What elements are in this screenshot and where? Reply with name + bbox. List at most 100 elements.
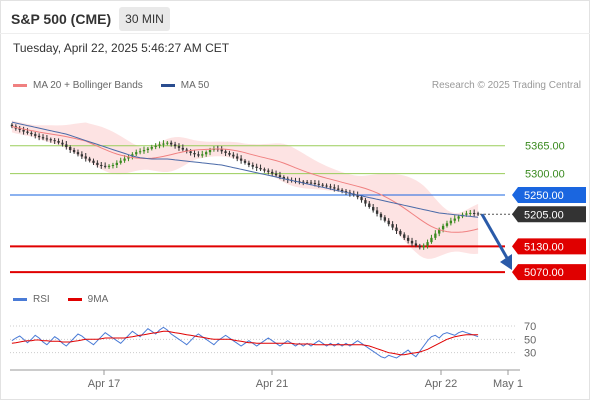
candle-body-83 (333, 187, 336, 189)
candle-body-40 (166, 142, 169, 144)
candle-body-41 (170, 142, 173, 145)
candle-body-105 (418, 245, 421, 248)
level-tag-5250.00 (512, 187, 586, 203)
candle-body-62 (251, 165, 254, 167)
legend-swatch-9ma (67, 298, 82, 301)
candle-body-94 (375, 210, 379, 214)
candle-body-19 (84, 156, 87, 159)
candle-body-65 (263, 169, 266, 171)
candle-body-90 (360, 197, 363, 201)
candle-body-48 (197, 154, 200, 156)
level-label-5365.00: 5365.00 (525, 141, 565, 153)
level-text-5365.00: 5365.00 (525, 141, 565, 153)
candle-body-16 (72, 150, 76, 153)
candle-body-60 (243, 160, 247, 163)
level-label-5070.00: 5070.00 (512, 264, 586, 281)
candle-body-95 (379, 213, 383, 218)
candle-body-6 (34, 134, 37, 136)
candle-body-77 (309, 182, 313, 184)
candle-body-111 (441, 225, 445, 230)
candle-body-82 (329, 186, 332, 188)
rsi-tick-70: 70 (524, 321, 536, 333)
rsi-tick-50: 50 (524, 334, 536, 346)
candle-body-38 (158, 144, 161, 146)
level-text-5205.00: 5205.00 (524, 209, 564, 221)
candle-body-55 (224, 151, 227, 153)
candle-body-2 (18, 128, 21, 130)
candle-body-85 (340, 189, 344, 192)
candle-body-86 (344, 191, 348, 193)
candle-body-117 (465, 213, 468, 215)
candle-body-25 (107, 165, 111, 167)
candle-body-109 (434, 233, 437, 238)
candle-body-4 (26, 131, 29, 133)
candle-body-35 (146, 148, 150, 150)
level-tag-5130.00 (512, 238, 586, 255)
candle-body-26 (111, 165, 115, 166)
candle-body-59 (239, 158, 243, 161)
candle-body-0 (10, 124, 14, 127)
candle-body-54 (220, 149, 223, 152)
ma20-line (11, 125, 479, 233)
candle-body-69 (278, 175, 282, 177)
candle-body-29 (123, 158, 126, 161)
rsi-9ma-line (11, 330, 479, 356)
candle-body-44 (181, 147, 185, 150)
candle-body-91 (364, 200, 367, 204)
candle-body-113 (449, 220, 453, 224)
legend-label-ma50: MA 50 (180, 80, 210, 91)
candle-body-100 (399, 231, 402, 235)
x-tick-label-0: Apr 17 (88, 378, 120, 390)
candle-body-107 (426, 242, 429, 246)
legend-swatch-ma50 (160, 84, 175, 87)
candle-body-106 (422, 245, 425, 248)
legend-item-ma50: MA 50 (160, 80, 210, 91)
candle-body-67 (271, 171, 274, 174)
level-tag-5070.00 (512, 264, 586, 281)
instrument-title: S&P 500 (CME) (11, 11, 112, 27)
timeframe-badge[interactable]: 30 MIN (119, 7, 170, 31)
level-text-5250.00: 5250.00 (524, 190, 564, 202)
x-tick-label-1: Apr 21 (256, 378, 288, 390)
candle-body-24 (104, 165, 107, 167)
candle-body-7 (37, 135, 41, 138)
candle-body-70 (282, 177, 286, 179)
legend-item-9ma: 9MA (67, 294, 108, 305)
candle-body-13 (61, 142, 64, 145)
candle-body-80 (321, 184, 324, 186)
candle-body-61 (247, 162, 251, 165)
candle-body-66 (267, 170, 270, 172)
x-tick-label-3: May 1 (493, 378, 523, 390)
candle-body-112 (445, 223, 449, 226)
header-divider (0, 33, 590, 34)
candle-body-56 (228, 153, 231, 155)
candle-body-64 (259, 168, 262, 170)
candle-body-103 (410, 240, 414, 244)
candle-body-8 (41, 137, 45, 139)
level-tag-5205.00 (512, 206, 586, 223)
candle-body-31 (131, 154, 134, 157)
level-label-5130.00: 5130.00 (512, 238, 586, 255)
candle-body-21 (92, 160, 95, 163)
forecast-arrow-shaft (480, 213, 509, 259)
candle-body-110 (438, 229, 441, 234)
level-text-5070.00: 5070.00 (524, 267, 564, 279)
candle-body-99 (395, 227, 398, 231)
candle-body-50 (204, 152, 208, 155)
candle-body-97 (387, 220, 390, 225)
candle-body-33 (138, 151, 142, 153)
candle-body-114 (453, 218, 456, 221)
candle-body-51 (208, 150, 212, 153)
candle-body-89 (356, 195, 359, 198)
candle-body-98 (391, 224, 394, 228)
candle-body-9 (45, 138, 49, 140)
candle-body-79 (317, 183, 320, 185)
rsi-legend: RSI 9MA (13, 294, 126, 305)
candle-body-17 (76, 152, 80, 155)
legend-label-rsi: RSI (33, 294, 50, 305)
candle-body-45 (185, 149, 188, 152)
candle-body-75 (302, 181, 305, 183)
candle-body-37 (154, 145, 157, 147)
candle-body-49 (201, 154, 204, 156)
